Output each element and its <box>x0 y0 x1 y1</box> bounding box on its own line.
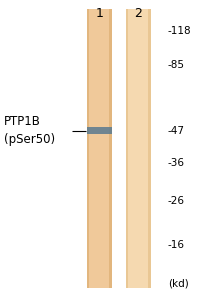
Text: -47: -47 <box>168 125 185 136</box>
Text: -85: -85 <box>168 59 185 70</box>
Bar <box>87 9 89 288</box>
Text: -118: -118 <box>168 26 191 37</box>
Bar <box>126 9 151 288</box>
Bar <box>87 9 112 288</box>
Text: 1: 1 <box>95 7 103 20</box>
Text: -26: -26 <box>168 196 185 206</box>
Bar <box>126 9 128 288</box>
Bar <box>109 9 112 288</box>
Text: (pSer50): (pSer50) <box>4 133 56 146</box>
Text: (kd): (kd) <box>168 278 189 289</box>
Text: PTP1B: PTP1B <box>4 115 41 128</box>
Text: -16: -16 <box>168 239 185 250</box>
Bar <box>87 127 112 134</box>
Text: -36: -36 <box>168 158 185 169</box>
Text: 2: 2 <box>135 7 142 20</box>
Bar <box>148 9 151 288</box>
